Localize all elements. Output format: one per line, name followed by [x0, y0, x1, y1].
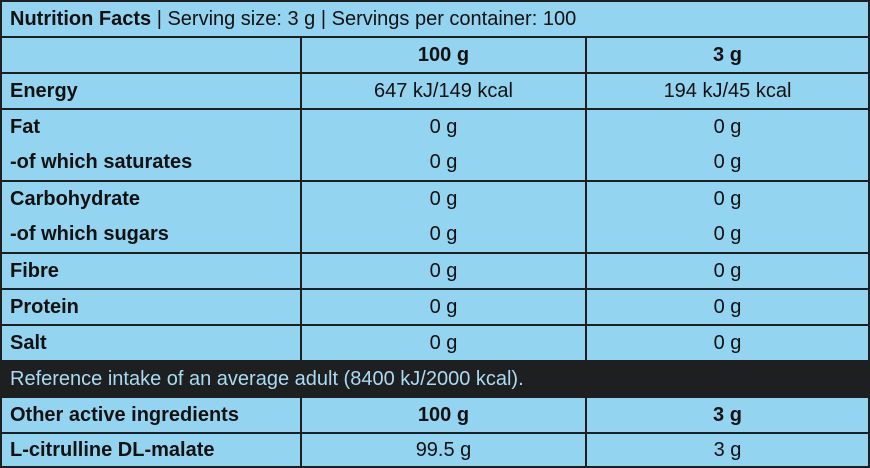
nutrient-label: Energy — [2, 74, 300, 108]
nutrient-value: 0 g — [302, 216, 585, 252]
nutrient-value: 647 kJ/149 kcal — [302, 74, 585, 108]
serving-info: | Serving size: 3 g | Servings per conta… — [156, 8, 577, 30]
column-header: 3 g — [587, 38, 868, 72]
nutrient-value: 0 g — [302, 326, 585, 360]
ingredient-label: L-citrulline DL-malate — [2, 434, 300, 466]
title-cell: Nutrition Facts | Serving size: 3 g | Se… — [2, 2, 868, 36]
column-header: 3 g — [587, 398, 868, 432]
nutrient-value: 0 g — [587, 290, 868, 324]
title: Nutrition Facts — [10, 8, 152, 30]
nutrient-value: 194 kJ/45 kcal — [587, 74, 868, 108]
nutrient-label: Salt — [2, 326, 300, 360]
nutrient-value: 0 g — [587, 216, 868, 252]
nutrient-value: 0 g — [302, 144, 585, 180]
column-header: Other active ingredients — [2, 398, 300, 432]
nutrient-value: 0 g — [302, 110, 585, 144]
nutrient-label: Protein — [2, 290, 300, 324]
ingredient-value: 3 g — [587, 434, 868, 466]
nutrient-label: -of which sugars — [2, 216, 300, 252]
title-row: Nutrition Facts | Serving size: 3 g | Se… — [0, 0, 870, 36]
nutrient-value: 0 g — [302, 290, 585, 324]
nutrient-value: 0 g — [587, 326, 868, 360]
column-header: 100 g — [302, 38, 585, 72]
nutrient-label: Carbohydrate — [2, 182, 300, 216]
nutrient-value: 0 g — [587, 110, 868, 144]
blank-cell — [2, 38, 300, 72]
nutrient-value: 0 g — [302, 254, 585, 288]
nutrient-value: 0 g — [587, 182, 868, 216]
nutrient-label: Fibre — [2, 254, 300, 288]
nutrient-value: 0 g — [302, 182, 585, 216]
nutrient-value: 0 g — [587, 254, 868, 288]
ingredient-value: 99.5 g — [302, 434, 585, 466]
note-row: Reference intake of an average adult (84… — [0, 360, 870, 396]
nutrient-label: -of which saturates — [2, 144, 300, 180]
reference-note: Reference intake of an average adult (84… — [2, 362, 868, 396]
nutrient-value: 0 g — [587, 144, 868, 180]
column-header: 100 g — [302, 398, 585, 432]
nutrient-label: Fat — [2, 110, 300, 144]
nutrient-row: Energy 647 kJ/149 kcal 194 kJ/45 kcal — [0, 72, 870, 108]
